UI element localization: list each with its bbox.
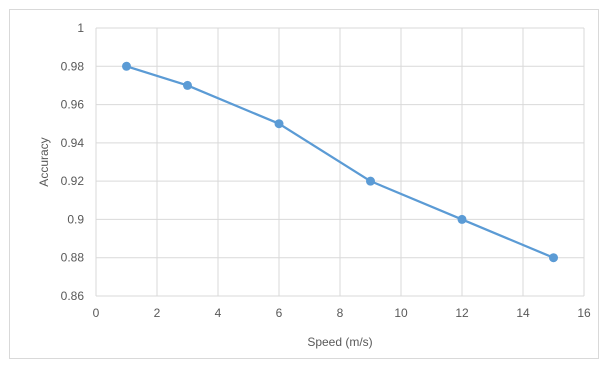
- data-point: [274, 119, 284, 129]
- series-line: [126, 65, 554, 259]
- data-point: [457, 214, 467, 224]
- x-tick-label: 6: [276, 306, 283, 320]
- y-tick-label: 1: [77, 21, 84, 35]
- data-point: [183, 80, 192, 90]
- series-group: [122, 61, 558, 263]
- x-tick-label: 16: [577, 306, 591, 320]
- gridlines: [95, 27, 585, 297]
- chart-area: [9, 9, 599, 359]
- x-tick-label: 4: [215, 306, 222, 320]
- y-tick-label: 0.94: [61, 136, 85, 150]
- x-axis-title: Speed (m/s): [307, 335, 372, 349]
- y-axis-title: Accuracy: [37, 137, 51, 186]
- data-point: [366, 176, 375, 186]
- data-point: [549, 253, 558, 263]
- y-tick-label: 0.98: [61, 59, 85, 73]
- x-tick-label: 12: [455, 306, 469, 320]
- x-tick-label: 0: [93, 306, 100, 320]
- x-tick-label: 10: [394, 306, 408, 320]
- y-tick-label: 0.88: [61, 251, 85, 265]
- y-tick-label: 0.9: [67, 212, 84, 226]
- y-tick-label: 0.96: [61, 98, 85, 112]
- x-tick-label: 2: [154, 306, 161, 320]
- x-tick-label: 14: [516, 306, 530, 320]
- y-tick-label: 0.86: [61, 289, 85, 303]
- data-point: [122, 61, 131, 71]
- y-tick-label: 0.92: [61, 174, 85, 188]
- x-tick-label: 8: [337, 306, 344, 320]
